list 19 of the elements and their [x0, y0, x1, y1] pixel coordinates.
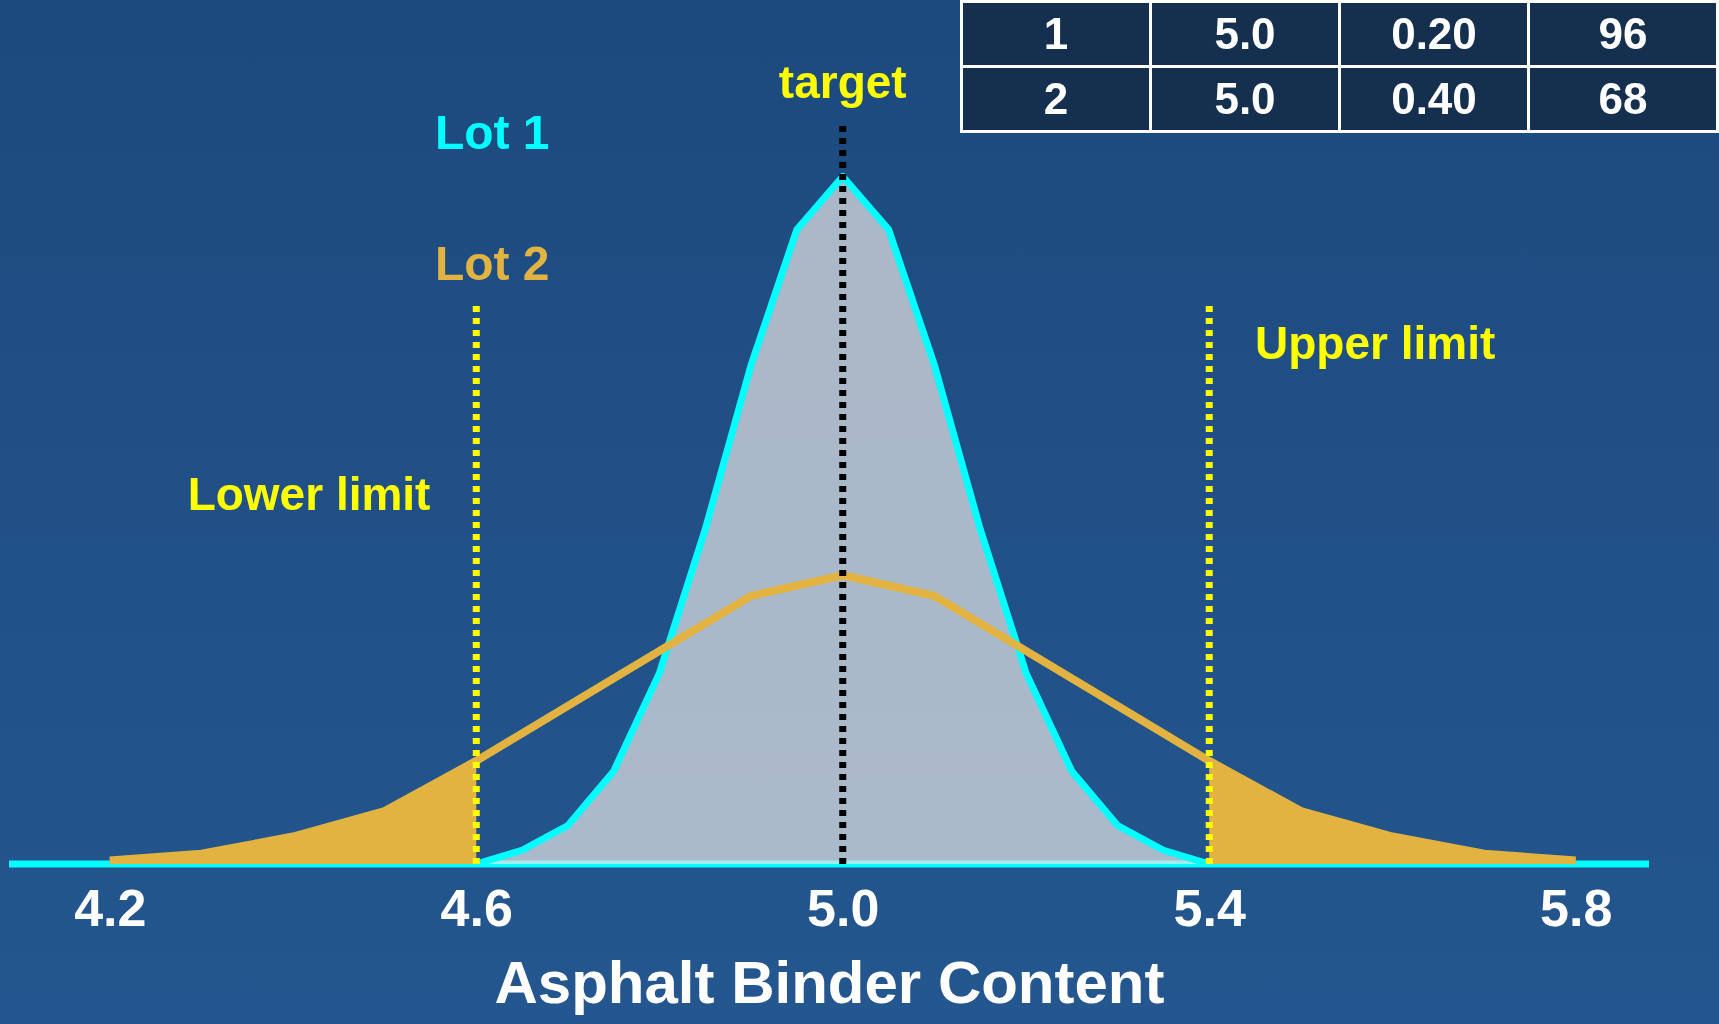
ref-line-label: target [778, 55, 907, 108]
text: 1 [961, 1, 1151, 67]
text: 68 [1528, 66, 1718, 132]
text: Lot 1 [434, 106, 550, 160]
text: 5.0 [1150, 1, 1340, 67]
x-tick-label: 5.4 [1173, 878, 1246, 937]
text: 2 [961, 66, 1151, 132]
text: 0.40 [1339, 66, 1529, 132]
x-tick-label: 4.2 [74, 878, 147, 937]
x-tick-label: 4.6 [440, 878, 513, 937]
x-tick-label: 5.8 [1540, 878, 1613, 937]
text: 5.0 [1150, 66, 1340, 132]
x-axis-title: Asphalt Binder Content [494, 948, 1165, 1016]
x-tick-label: 5.0 [807, 878, 880, 937]
ref-line-label: Upper limit [1255, 317, 1496, 369]
text: Lot 2 [434, 236, 550, 290]
ref-line-label: Lower limit [187, 468, 431, 521]
text: 96 [1528, 1, 1718, 67]
text: 0.20 [1339, 1, 1529, 67]
